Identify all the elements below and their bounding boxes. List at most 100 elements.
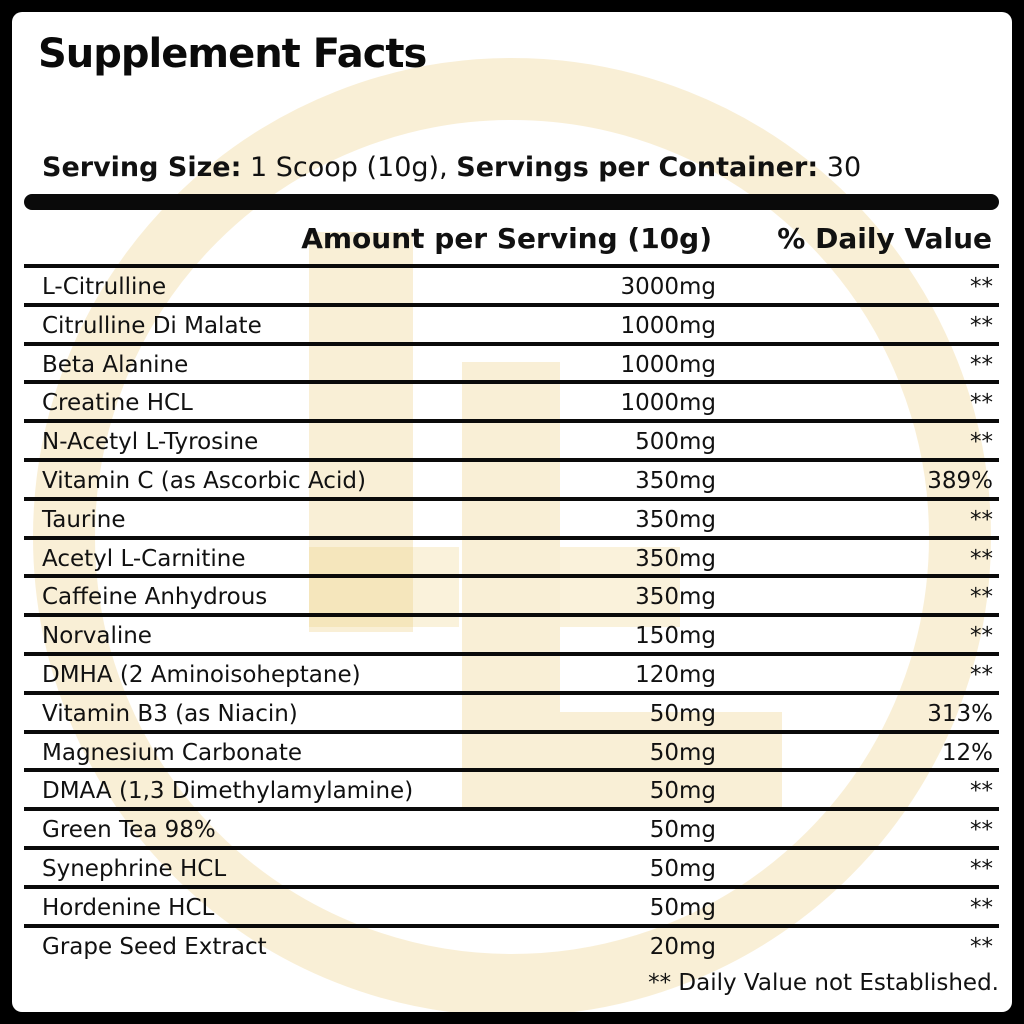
ingredient-name: Magnesium Carbonate <box>42 740 303 766</box>
ingredient-amount: 50mg <box>649 817 716 843</box>
page-title: Supplement Facts <box>38 31 427 77</box>
ingredient-amount: 50mg <box>649 778 716 804</box>
footnote: ** Daily Value not Established. <box>648 970 999 996</box>
ingredient-name: DMHA (2 Aminoisoheptane) <box>42 662 361 688</box>
row-divider <box>24 885 999 889</box>
row-divider <box>24 536 999 540</box>
ingredient-daily-value: ** <box>970 817 993 843</box>
row-divider <box>24 613 999 617</box>
table-row: Acetyl L-Carnitine 350mg ** <box>24 540 999 575</box>
row-divider <box>24 730 999 734</box>
row-divider <box>24 419 999 423</box>
table-row: Norvaline 150mg ** <box>24 617 999 652</box>
servings-per-container-value: 30 <box>826 152 862 183</box>
ingredient-amount: 50mg <box>649 740 716 766</box>
ingredient-daily-value: ** <box>970 934 993 960</box>
table-header: Amount per Serving (10g) % Daily Value <box>24 216 999 264</box>
table-row: Citrulline Di Malate 1000mg ** <box>24 307 999 342</box>
row-divider <box>24 497 999 501</box>
ingredient-amount: 350mg <box>635 584 716 610</box>
header-divider-bar <box>24 194 999 210</box>
ingredient-amount: 150mg <box>635 623 716 649</box>
ingredient-daily-value: ** <box>970 584 993 610</box>
ingredient-amount: 1000mg <box>620 352 716 378</box>
ingredient-name: Creatine HCL <box>42 390 193 416</box>
ingredient-amount: 1000mg <box>620 390 716 416</box>
supplement-facts-panel: Supplement Facts Serving Size: 1 Scoop (… <box>12 12 1012 1012</box>
table-row: N-Acetyl L-Tyrosine 500mg ** <box>24 423 999 458</box>
ingredient-daily-value: ** <box>970 895 993 921</box>
table-row: Hordenine HCL 50mg ** <box>24 889 999 924</box>
row-divider <box>24 691 999 695</box>
row-divider <box>24 342 999 346</box>
ingredient-name: Grape Seed Extract <box>42 934 267 960</box>
ingredient-daily-value: 389% <box>927 468 993 494</box>
table-row: Grape Seed Extract 20mg ** <box>24 928 999 963</box>
row-divider <box>24 924 999 928</box>
facts-content: Supplement Facts Serving Size: 1 Scoop (… <box>12 12 1012 1012</box>
table-row: DMHA (2 Aminoisoheptane) 120mg ** <box>24 656 999 691</box>
ingredient-name: Taurine <box>42 507 126 533</box>
table-row: L-Citrulline 3000mg ** <box>24 268 999 303</box>
ingredient-name: Synephrine HCL <box>42 856 227 882</box>
ingredient-amount: 50mg <box>649 856 716 882</box>
ingredient-daily-value: ** <box>970 778 993 804</box>
ingredient-amount: 3000mg <box>620 274 716 300</box>
table-row: DMAA (1,3 Dimethylamylamine) 50mg ** <box>24 772 999 807</box>
row-divider <box>24 652 999 656</box>
column-header-amount: Amount per Serving (10g) <box>301 222 712 255</box>
ingredient-daily-value: 313% <box>927 701 993 727</box>
ingredient-name: Norvaline <box>42 623 152 649</box>
row-divider <box>24 303 999 307</box>
serving-size-value: 1 Scoop (10g), <box>250 152 448 183</box>
ingredient-amount: 350mg <box>635 507 716 533</box>
ingredient-name: Vitamin B3 (as Niacin) <box>42 701 298 727</box>
ingredient-daily-value: ** <box>970 313 993 339</box>
ingredient-name: Hordenine HCL <box>42 895 215 921</box>
ingredient-name: Green Tea 98% <box>42 817 216 843</box>
row-divider <box>24 264 999 268</box>
ingredient-daily-value: ** <box>970 507 993 533</box>
ingredient-name: Vitamin C (as Ascorbic Acid) <box>42 468 366 494</box>
ingredient-daily-value: ** <box>970 274 993 300</box>
ingredient-daily-value: ** <box>970 662 993 688</box>
table-row: Green Tea 98% 50mg ** <box>24 811 999 846</box>
ingredient-daily-value: ** <box>970 429 993 455</box>
ingredient-daily-value: 12% <box>941 740 993 766</box>
row-divider <box>24 574 999 578</box>
serving-info: Serving Size: 1 Scoop (10g), Servings pe… <box>42 152 861 183</box>
table-row: Magnesium Carbonate 50mg 12% <box>24 734 999 769</box>
ingredient-daily-value: ** <box>970 856 993 882</box>
row-divider <box>24 380 999 384</box>
ingredient-daily-value: ** <box>970 352 993 378</box>
ingredient-amount: 50mg <box>649 701 716 727</box>
row-divider <box>24 768 999 772</box>
table-row: Vitamin B3 (as Niacin) 50mg 313% <box>24 695 999 730</box>
ingredient-amount: 350mg <box>635 468 716 494</box>
ingredient-amount: 50mg <box>649 895 716 921</box>
table-row: Creatine HCL 1000mg ** <box>24 384 999 419</box>
ingredient-daily-value: ** <box>970 390 993 416</box>
table-row: Caffeine Anhydrous 350mg ** <box>24 578 999 613</box>
serving-size-label: Serving Size: <box>42 152 242 183</box>
ingredient-name: DMAA (1,3 Dimethylamylamine) <box>42 778 414 804</box>
ingredient-amount: 350mg <box>635 546 716 572</box>
ingredient-name: Citrulline Di Malate <box>42 313 262 339</box>
table-row: Vitamin C (as Ascorbic Acid) 350mg 389% <box>24 462 999 497</box>
ingredient-amount: 120mg <box>635 662 716 688</box>
ingredient-name: Beta Alanine <box>42 352 189 378</box>
ingredient-amount: 500mg <box>635 429 716 455</box>
table-row: Synephrine HCL 50mg ** <box>24 850 999 885</box>
column-header-daily-value: % Daily Value <box>777 222 992 255</box>
row-divider <box>24 458 999 462</box>
row-divider <box>24 846 999 850</box>
ingredient-name: N-Acetyl L-Tyrosine <box>42 429 259 455</box>
ingredient-name: Caffeine Anhydrous <box>42 584 268 610</box>
ingredient-amount: 20mg <box>649 934 716 960</box>
ingredient-name: L-Citrulline <box>42 274 167 300</box>
ingredient-daily-value: ** <box>970 623 993 649</box>
table-row: Taurine 350mg ** <box>24 501 999 536</box>
ingredient-amount: 1000mg <box>620 313 716 339</box>
row-divider <box>24 807 999 811</box>
servings-per-container-label: Servings per Container: <box>456 152 819 183</box>
